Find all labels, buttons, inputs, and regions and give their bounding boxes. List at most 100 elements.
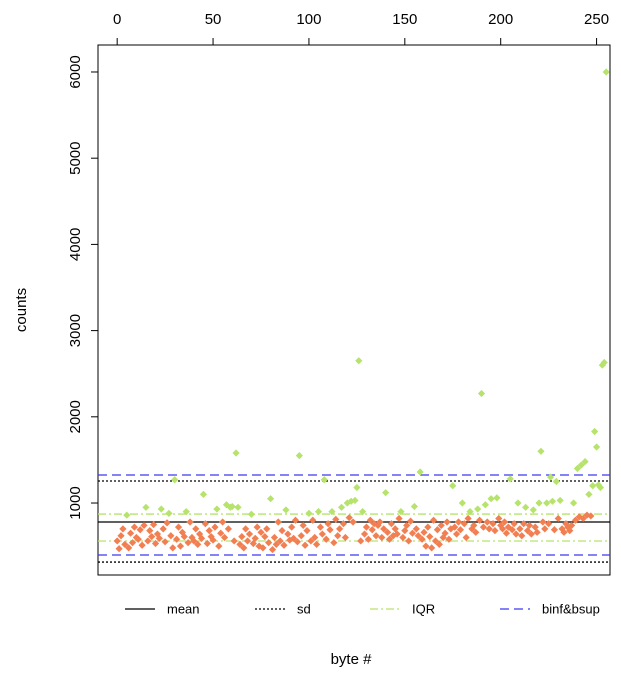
point [548, 497, 557, 505]
point [443, 518, 451, 526]
point [276, 537, 284, 545]
point [571, 516, 580, 524]
point [316, 523, 325, 531]
point [301, 541, 309, 549]
point [397, 508, 405, 516]
point [554, 514, 562, 523]
point [178, 528, 186, 536]
point [410, 502, 419, 511]
x-tick-label: 100 [296, 11, 321, 28]
point [531, 523, 539, 531]
point [234, 503, 242, 511]
point [462, 533, 470, 542]
point [449, 482, 457, 490]
point [150, 520, 158, 529]
point [535, 499, 543, 507]
point [383, 528, 392, 536]
point [579, 514, 587, 523]
point [539, 518, 547, 526]
point [228, 502, 236, 511]
point [190, 537, 198, 545]
x-tick-label: 50 [205, 11, 222, 28]
plot-box [97, 44, 611, 576]
point [380, 525, 388, 533]
point [372, 532, 380, 540]
point [268, 545, 277, 554]
point [429, 516, 438, 524]
point [477, 389, 486, 398]
point [391, 525, 399, 533]
point [266, 495, 275, 503]
point [341, 533, 349, 542]
legend-label: sd [297, 601, 311, 616]
point [155, 534, 163, 542]
point [257, 528, 265, 536]
point [322, 535, 330, 543]
point [217, 529, 225, 537]
point [537, 447, 545, 455]
point [144, 537, 152, 545]
point [464, 514, 472, 523]
point [468, 525, 476, 533]
point [522, 503, 530, 511]
point [128, 539, 137, 547]
point [247, 510, 256, 518]
point [123, 511, 131, 519]
point [545, 520, 553, 528]
point [493, 494, 501, 502]
point [232, 449, 240, 457]
point [230, 537, 238, 545]
point [395, 514, 403, 523]
point [251, 534, 259, 542]
point [353, 483, 361, 492]
point [282, 506, 290, 514]
point [529, 506, 537, 514]
point [389, 532, 397, 540]
point [489, 520, 497, 528]
point [504, 523, 512, 531]
point [184, 539, 192, 547]
point [422, 542, 430, 550]
point [209, 536, 217, 544]
point [403, 521, 411, 530]
point [577, 461, 585, 469]
point [345, 514, 353, 522]
point [585, 490, 593, 498]
point [424, 523, 432, 531]
point [560, 528, 568, 536]
point [153, 530, 162, 538]
point [382, 489, 390, 497]
point [525, 521, 534, 530]
point [314, 508, 323, 516]
point [418, 535, 426, 543]
point [518, 532, 526, 540]
point [196, 530, 204, 538]
point [406, 517, 415, 525]
point [589, 482, 597, 490]
point [215, 542, 223, 550]
y-tick-label: 6000 [67, 55, 84, 88]
point [533, 528, 541, 536]
y-tick-label: 2000 [67, 400, 84, 433]
point [272, 540, 280, 548]
point [182, 508, 190, 516]
y-tick-label: 5000 [67, 142, 84, 175]
x-tick-label: 250 [584, 11, 609, 28]
point [485, 525, 493, 533]
point [274, 518, 282, 526]
point [497, 521, 505, 530]
point [336, 525, 344, 533]
point [284, 530, 292, 538]
point [309, 516, 317, 524]
point [238, 533, 246, 541]
point [297, 532, 305, 540]
point [240, 544, 248, 552]
point [541, 525, 549, 533]
point [299, 521, 307, 530]
point [326, 526, 334, 534]
point [600, 358, 608, 367]
point [224, 525, 232, 533]
legend-label: binf&bsup [542, 601, 600, 616]
point [305, 509, 313, 517]
